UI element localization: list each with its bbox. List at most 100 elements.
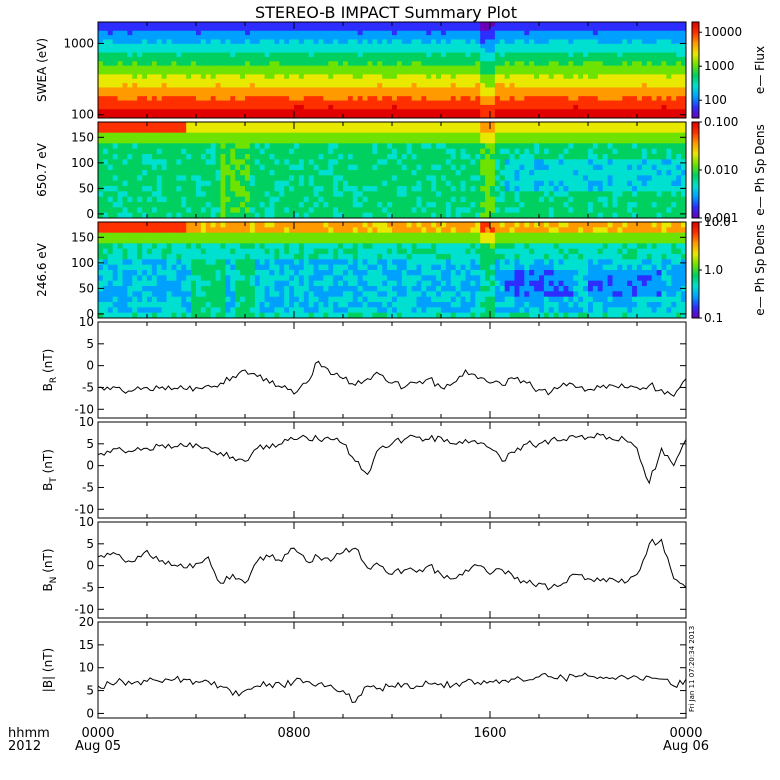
heatmap-cell bbox=[646, 52, 653, 58]
heatmap-cell bbox=[333, 186, 339, 192]
heatmap-cell bbox=[514, 154, 520, 160]
heatmap-cell bbox=[323, 87, 329, 93]
heatmap-cell bbox=[235, 65, 241, 71]
heatmap-cell bbox=[166, 180, 173, 187]
heatmap-cell bbox=[387, 96, 393, 102]
heatmap-cell bbox=[186, 212, 192, 218]
heatmap-cell bbox=[205, 70, 212, 75]
heatmap-cell bbox=[445, 180, 452, 187]
heatmap-cell bbox=[646, 48, 653, 54]
heatmap-cell bbox=[289, 212, 295, 218]
heatmap-cell bbox=[676, 207, 682, 214]
heatmap-cell bbox=[274, 148, 280, 155]
heatmap-cell bbox=[308, 52, 315, 58]
heatmap-cell bbox=[352, 100, 359, 106]
heatmap-cell bbox=[431, 143, 437, 150]
heatmap-cell bbox=[196, 74, 202, 80]
heatmap-cell bbox=[499, 48, 506, 54]
heatmap-cell bbox=[225, 26, 231, 32]
heatmap-cell bbox=[362, 100, 369, 106]
heatmap-cell bbox=[632, 196, 638, 203]
heatmap-cell bbox=[529, 22, 535, 27]
heatmap-cell bbox=[583, 109, 589, 115]
heatmap-cell bbox=[289, 143, 295, 150]
heatmap-cell bbox=[504, 83, 511, 89]
heatmap-cell bbox=[641, 113, 648, 118]
heatmap-cell bbox=[671, 26, 677, 32]
heatmap-cell bbox=[102, 91, 109, 97]
heatmap-cell bbox=[186, 127, 192, 134]
heatmap-cell bbox=[210, 186, 217, 192]
heatmap-cell bbox=[264, 132, 271, 139]
heatmap-cell bbox=[245, 96, 251, 102]
heatmap-cell bbox=[176, 65, 182, 71]
heatmap-cell bbox=[196, 91, 202, 97]
heatmap-cell bbox=[254, 175, 261, 182]
heatmap-cell bbox=[597, 143, 604, 150]
heatmap-cell bbox=[294, 22, 300, 27]
heatmap-cell bbox=[514, 196, 520, 203]
heatmap-cell bbox=[274, 191, 280, 198]
heatmap-cell bbox=[646, 78, 653, 84]
heatmap-cell bbox=[588, 148, 594, 155]
heatmap-cell bbox=[656, 52, 663, 58]
heatmap-cell bbox=[588, 191, 594, 198]
heatmap-cell bbox=[225, 96, 231, 102]
heatmap-cell bbox=[112, 238, 119, 244]
heatmap-cell bbox=[377, 122, 383, 128]
heatmap-cell bbox=[450, 202, 457, 208]
heatmap-cell bbox=[382, 100, 388, 106]
heatmap-cell bbox=[553, 212, 560, 218]
heatmap-cell bbox=[289, 109, 295, 115]
heatmap-cell bbox=[142, 83, 148, 89]
heatmap-cell bbox=[612, 196, 618, 203]
heatmap-cell bbox=[421, 78, 427, 84]
heatmap-cell bbox=[519, 35, 525, 41]
heatmap-cell bbox=[543, 132, 550, 139]
heatmap-cell bbox=[225, 70, 231, 75]
heatmap-cell bbox=[269, 122, 275, 128]
heatmap-cell bbox=[318, 122, 324, 128]
heatmap-cell bbox=[656, 180, 663, 187]
heatmap-cell bbox=[142, 138, 148, 144]
heatmap-cell bbox=[445, 48, 452, 54]
heatmap-cell bbox=[323, 164, 329, 171]
heatmap-cell bbox=[230, 212, 236, 218]
heatmap-cell bbox=[612, 96, 618, 102]
heatmap-cell bbox=[196, 52, 202, 58]
heatmap-cell bbox=[225, 61, 231, 67]
heatmap-cell bbox=[284, 143, 290, 150]
heatmap-cell bbox=[122, 159, 128, 166]
heatmap-cell bbox=[607, 127, 614, 134]
heatmap-cell bbox=[573, 196, 579, 203]
heatmap-cell bbox=[372, 212, 378, 218]
heatmap-cell bbox=[558, 78, 565, 84]
heatmap-cell bbox=[313, 196, 320, 203]
heatmap-cell bbox=[294, 87, 300, 93]
heatmap-cell bbox=[651, 132, 658, 139]
heatmap-cell bbox=[578, 191, 584, 198]
heatmap-cell bbox=[563, 87, 569, 93]
heatmap-cell bbox=[514, 104, 520, 110]
heatmap-cell bbox=[617, 48, 623, 54]
heatmap-cell bbox=[333, 70, 339, 75]
heatmap-cell bbox=[421, 104, 427, 110]
heatmap-cell bbox=[470, 61, 476, 67]
heatmap-cell bbox=[107, 148, 114, 155]
heatmap-cell bbox=[524, 138, 530, 144]
heatmap-cell bbox=[426, 154, 432, 160]
heatmap-cell bbox=[563, 138, 569, 144]
heatmap-cell bbox=[583, 91, 589, 97]
heatmap-cell bbox=[392, 212, 398, 218]
heatmap-cell bbox=[240, 22, 246, 27]
heatmap-cell bbox=[470, 132, 476, 139]
heatmap-cell bbox=[387, 48, 393, 54]
heatmap-cell bbox=[372, 191, 378, 198]
heatmap-cell bbox=[431, 91, 437, 97]
heatmap-cell bbox=[588, 159, 594, 166]
heatmap-cell bbox=[142, 122, 148, 128]
heatmap-cell bbox=[480, 87, 486, 93]
heatmap-cell bbox=[406, 78, 413, 84]
heatmap-cell bbox=[112, 280, 119, 287]
